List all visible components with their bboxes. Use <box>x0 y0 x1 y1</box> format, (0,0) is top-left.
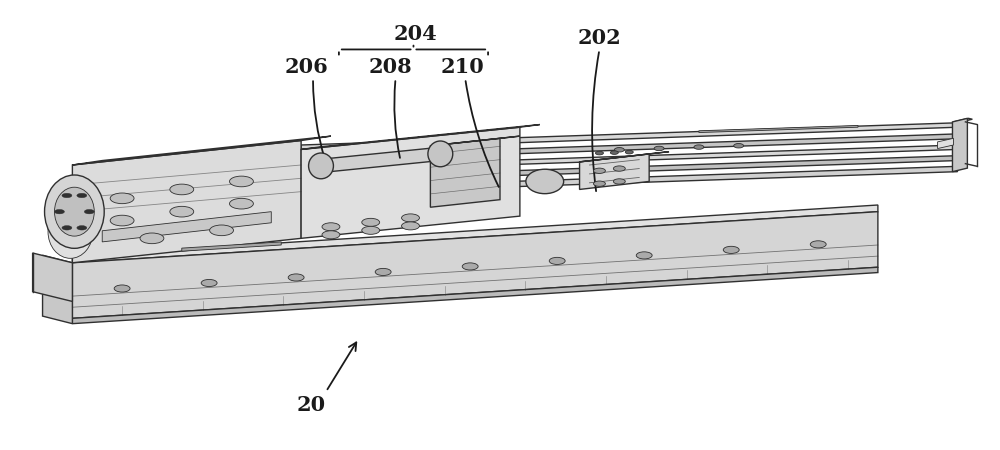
Circle shape <box>654 146 664 151</box>
Polygon shape <box>580 154 649 189</box>
Polygon shape <box>938 138 953 148</box>
Circle shape <box>170 207 194 217</box>
Circle shape <box>54 209 64 214</box>
Polygon shape <box>430 138 500 207</box>
Circle shape <box>614 148 624 152</box>
Circle shape <box>462 263 478 270</box>
Polygon shape <box>301 145 957 171</box>
Circle shape <box>593 181 605 186</box>
Ellipse shape <box>526 169 564 194</box>
Circle shape <box>625 150 633 154</box>
Polygon shape <box>72 136 331 165</box>
Circle shape <box>694 145 704 149</box>
Circle shape <box>613 179 625 184</box>
Circle shape <box>810 241 826 248</box>
Polygon shape <box>430 136 520 146</box>
Polygon shape <box>72 140 301 263</box>
Ellipse shape <box>309 153 333 179</box>
Circle shape <box>595 151 603 155</box>
Polygon shape <box>182 242 281 251</box>
Polygon shape <box>72 212 878 318</box>
Circle shape <box>84 209 94 214</box>
Circle shape <box>402 222 419 230</box>
Polygon shape <box>953 118 972 123</box>
Circle shape <box>230 176 253 187</box>
Ellipse shape <box>54 187 94 236</box>
Circle shape <box>734 144 744 148</box>
Circle shape <box>362 226 380 234</box>
Text: 202: 202 <box>578 28 621 48</box>
Circle shape <box>110 215 134 226</box>
Polygon shape <box>72 205 878 263</box>
Text: 208: 208 <box>369 57 412 77</box>
Circle shape <box>62 194 72 198</box>
Circle shape <box>636 252 652 259</box>
Polygon shape <box>33 253 72 302</box>
Circle shape <box>77 194 87 198</box>
Polygon shape <box>301 125 540 149</box>
Polygon shape <box>301 127 520 238</box>
Circle shape <box>610 151 618 154</box>
Text: 206: 206 <box>284 57 328 77</box>
Circle shape <box>62 225 72 230</box>
Polygon shape <box>301 166 957 194</box>
Text: 20: 20 <box>296 395 326 415</box>
Text: 210: 210 <box>440 57 484 77</box>
Circle shape <box>201 279 217 287</box>
Circle shape <box>170 184 194 195</box>
Circle shape <box>77 225 87 230</box>
Circle shape <box>322 223 340 231</box>
Polygon shape <box>952 118 967 171</box>
Polygon shape <box>321 147 440 172</box>
Polygon shape <box>43 255 72 324</box>
Circle shape <box>613 166 625 171</box>
Circle shape <box>210 225 233 236</box>
Circle shape <box>362 218 380 226</box>
Ellipse shape <box>48 205 93 258</box>
Polygon shape <box>580 152 669 162</box>
Polygon shape <box>301 134 957 161</box>
Circle shape <box>114 285 130 292</box>
Circle shape <box>322 231 340 239</box>
Polygon shape <box>72 267 878 324</box>
Polygon shape <box>102 212 271 242</box>
Circle shape <box>140 233 164 243</box>
Polygon shape <box>699 126 858 133</box>
Circle shape <box>549 257 565 265</box>
Circle shape <box>110 193 134 204</box>
Text: 204: 204 <box>394 24 437 44</box>
Circle shape <box>288 274 304 281</box>
Circle shape <box>230 198 253 209</box>
Circle shape <box>375 268 391 275</box>
Ellipse shape <box>45 175 104 248</box>
Ellipse shape <box>428 141 453 167</box>
Polygon shape <box>301 156 957 183</box>
Circle shape <box>593 168 605 173</box>
Polygon shape <box>301 123 957 150</box>
Circle shape <box>723 246 739 253</box>
Circle shape <box>402 214 419 222</box>
